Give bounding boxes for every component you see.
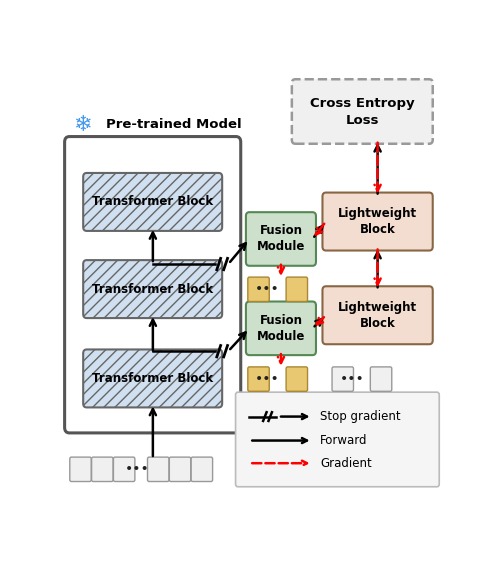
Text: Transformer Block: Transformer Block [92,372,213,385]
Text: Transformer Block: Transformer Block [92,195,213,208]
Text: •••: ••• [124,462,149,477]
FancyBboxPatch shape [236,392,439,487]
FancyBboxPatch shape [169,457,191,482]
Text: ❄: ❄ [74,114,92,135]
FancyBboxPatch shape [83,349,222,408]
FancyBboxPatch shape [148,457,169,482]
Text: Pre-trained Model: Pre-trained Model [106,118,242,131]
Text: Lightweight
Block: Lightweight Block [338,207,417,236]
Text: Stop gradient: Stop gradient [320,410,401,423]
FancyBboxPatch shape [114,457,135,482]
Text: Fusion
Module: Fusion Module [257,225,305,254]
FancyBboxPatch shape [248,367,269,391]
Text: Gradient: Gradient [320,457,372,470]
FancyBboxPatch shape [70,457,91,482]
Text: •••: ••• [255,282,280,297]
FancyBboxPatch shape [246,212,316,266]
FancyBboxPatch shape [292,79,433,144]
Text: •••: ••• [339,372,365,386]
Text: Fusion
Module: Fusion Module [257,314,305,343]
FancyBboxPatch shape [91,457,113,482]
FancyBboxPatch shape [332,367,354,391]
Text: Forward: Forward [320,434,368,447]
FancyBboxPatch shape [286,367,308,391]
FancyBboxPatch shape [83,260,222,318]
Text: •••: ••• [255,372,280,386]
FancyBboxPatch shape [83,173,222,231]
FancyBboxPatch shape [323,192,433,251]
FancyBboxPatch shape [323,286,433,344]
FancyBboxPatch shape [248,277,269,302]
FancyBboxPatch shape [246,302,316,355]
Text: Transformer Block: Transformer Block [92,282,213,295]
FancyBboxPatch shape [370,367,392,391]
Text: Cross Entropy
Loss: Cross Entropy Loss [310,96,414,127]
FancyBboxPatch shape [191,457,212,482]
FancyBboxPatch shape [286,277,308,302]
Text: Lightweight
Block: Lightweight Block [338,301,417,330]
